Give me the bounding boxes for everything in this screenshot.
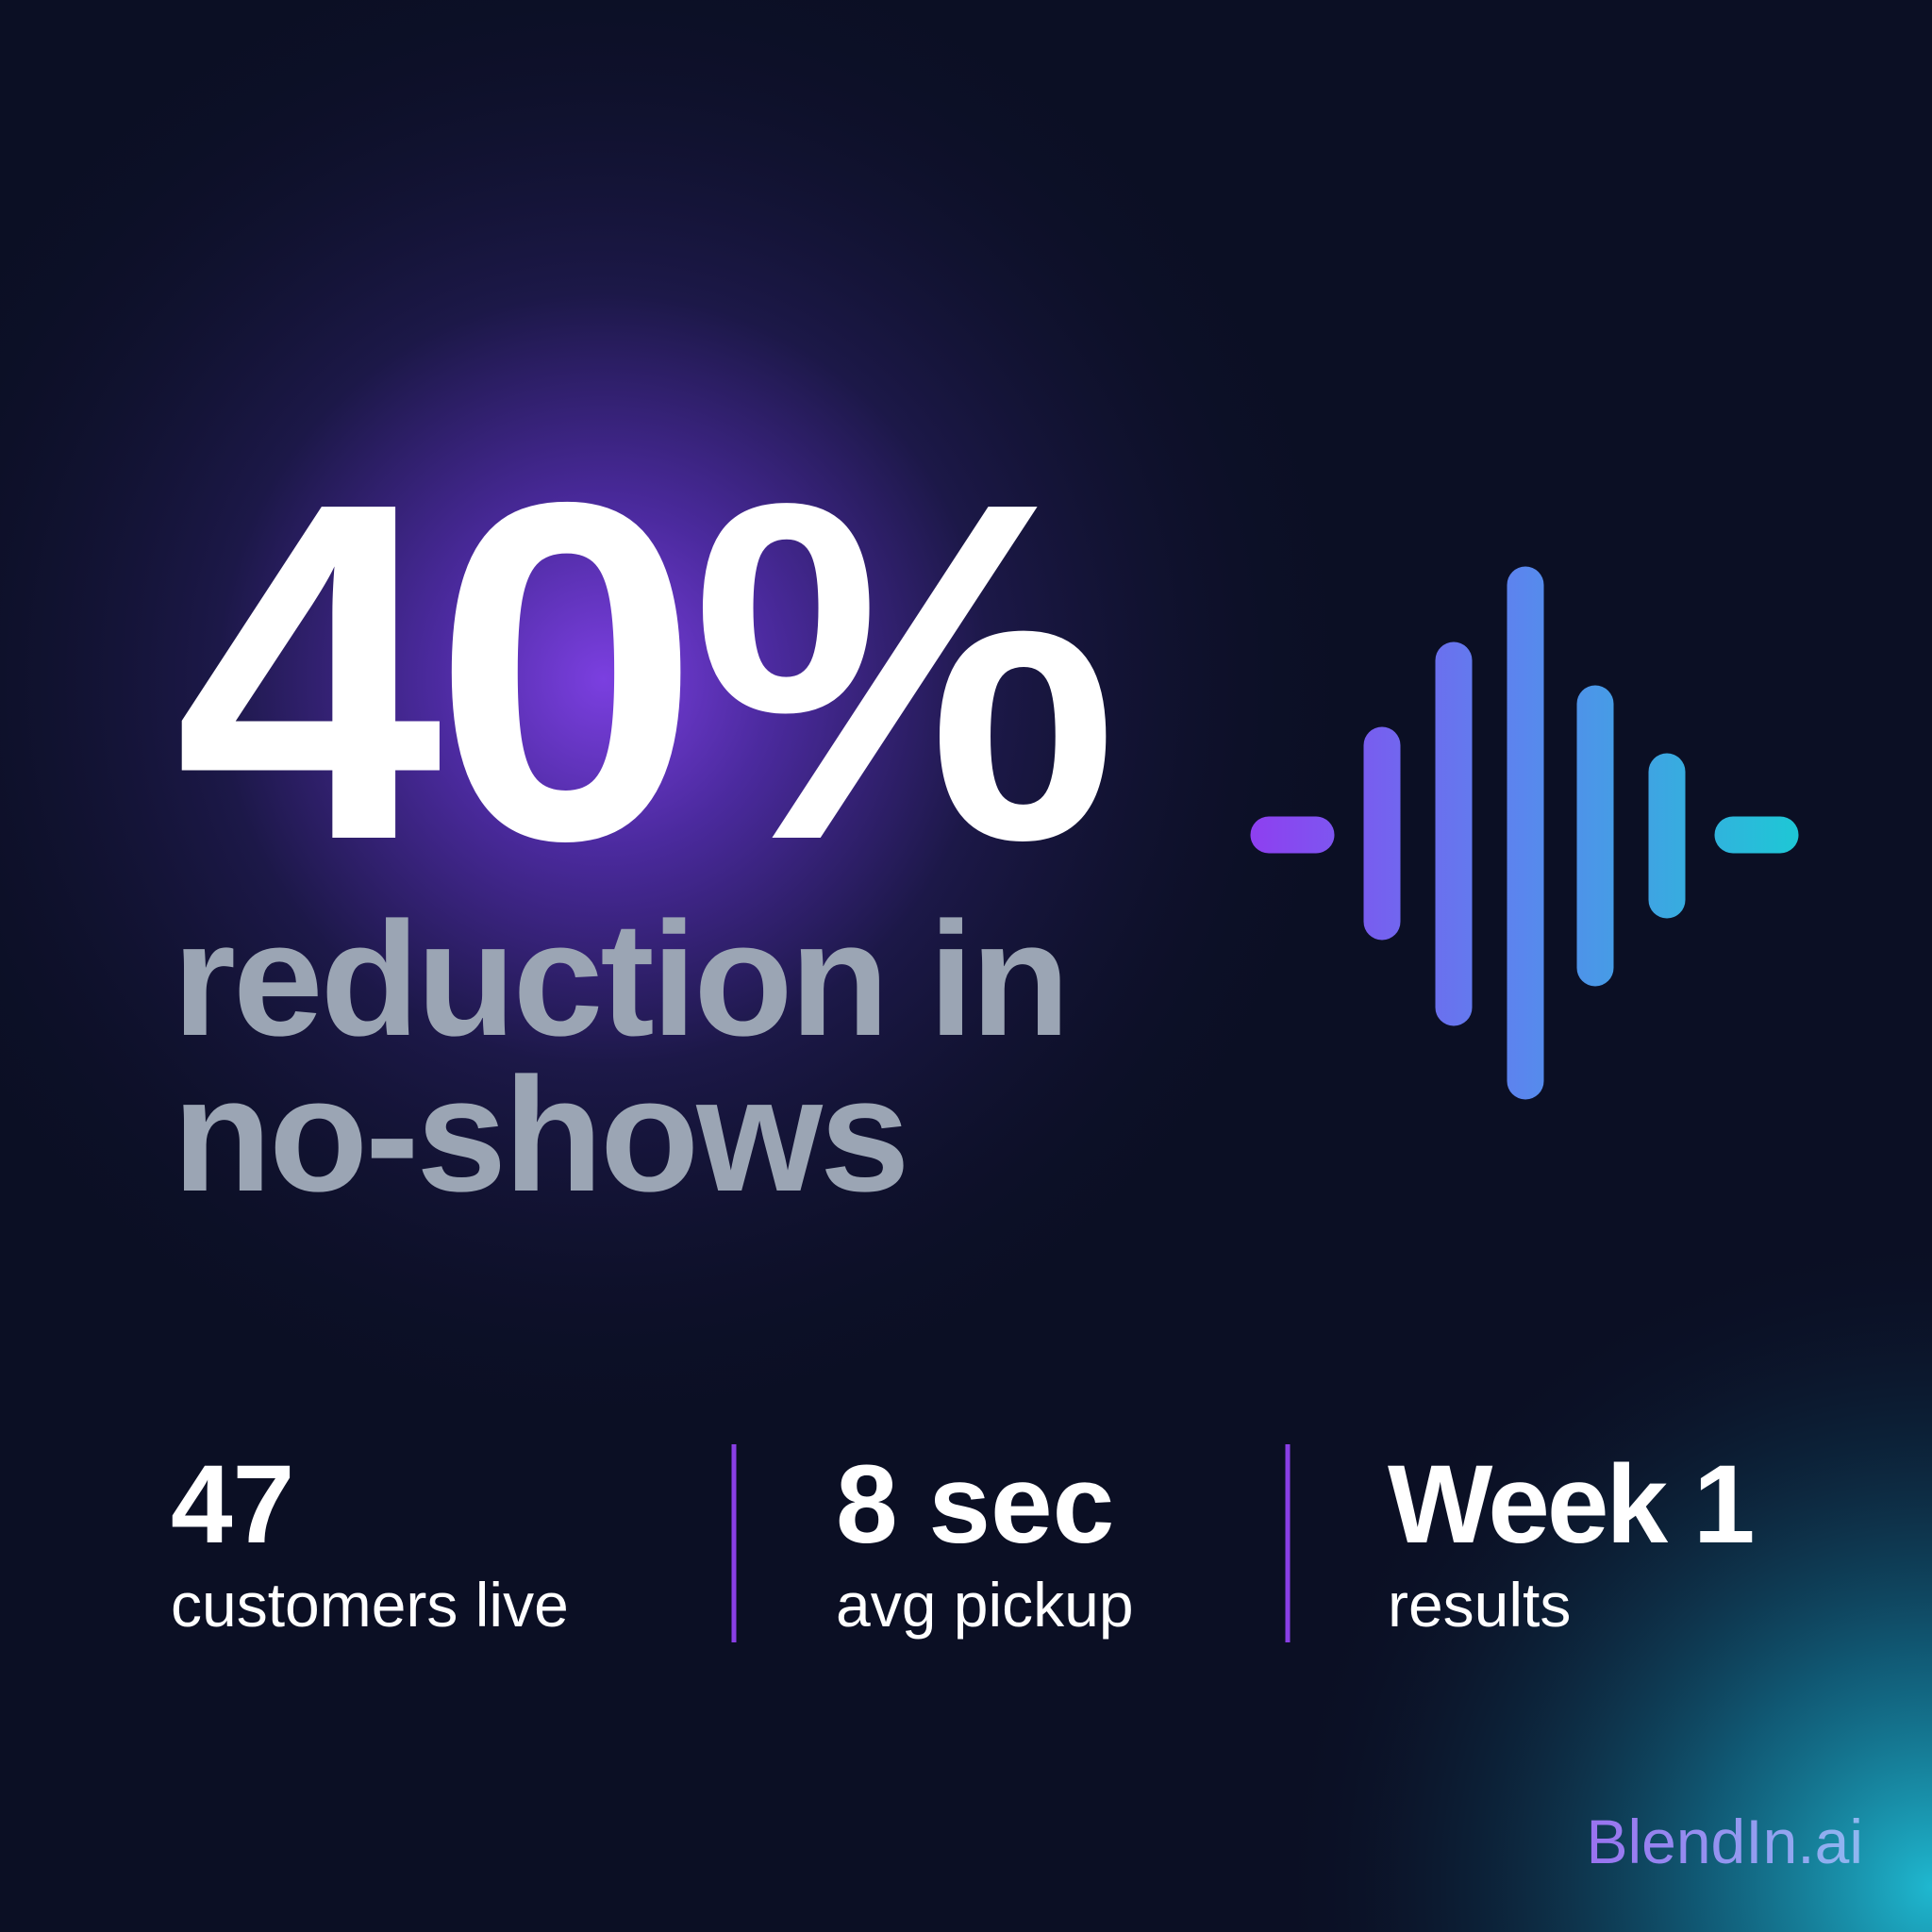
stat-value: Week 1 bbox=[1388, 1442, 1753, 1567]
stat-value: 8 sec bbox=[836, 1442, 1114, 1567]
headline-value: 40% bbox=[175, 403, 1112, 941]
stat-label: avg pickup bbox=[836, 1570, 1134, 1640]
stat-label: customers live bbox=[171, 1570, 569, 1640]
stat-value: 47 bbox=[171, 1442, 294, 1567]
waveform-icon bbox=[1250, 566, 1799, 1100]
headline-caption: reduction in bbox=[173, 889, 1067, 1070]
stat-label: results bbox=[1388, 1570, 1571, 1640]
brand-logo: BlendIn.ai bbox=[1586, 1807, 1863, 1876]
headline-caption: no-shows bbox=[173, 1044, 908, 1225]
